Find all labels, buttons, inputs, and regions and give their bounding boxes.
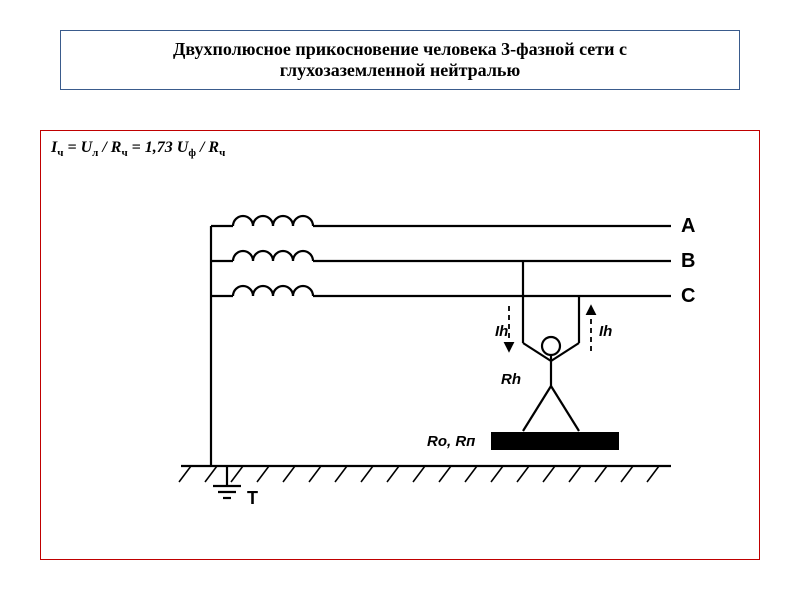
svg-text:Ih: Ih xyxy=(495,323,508,340)
title-box: Двухполюсное прикосновение человека 3-фа… xyxy=(60,30,740,90)
title-line2: глухозаземленной нейтралью xyxy=(280,60,520,80)
svg-text:B: B xyxy=(681,250,695,272)
formula: Iч = Uл / Rч = 1,73 Uф / Rч xyxy=(51,139,225,159)
svg-text:C: C xyxy=(681,285,695,307)
svg-text:Ih: Ih xyxy=(599,323,612,340)
diagram-container: Iч = Uл / Rч = 1,73 Uф / Rч ABC T Ro, Rп Ih… xyxy=(40,130,760,560)
svg-text:Rh: Rh xyxy=(501,371,521,388)
circuit-svg: ABC T Ro, Rп Ih Ih Rh xyxy=(151,186,741,546)
circuit-svg-wrap: ABC T Ro, Rп Ih Ih Rh xyxy=(151,186,741,546)
svg-text:Ro, Rп: Ro, Rп xyxy=(427,433,475,450)
title-line1: Двухполюсное прикосновение человека 3-фа… xyxy=(173,39,627,59)
svg-text:T: T xyxy=(247,488,258,508)
svg-text:A: A xyxy=(681,215,695,237)
